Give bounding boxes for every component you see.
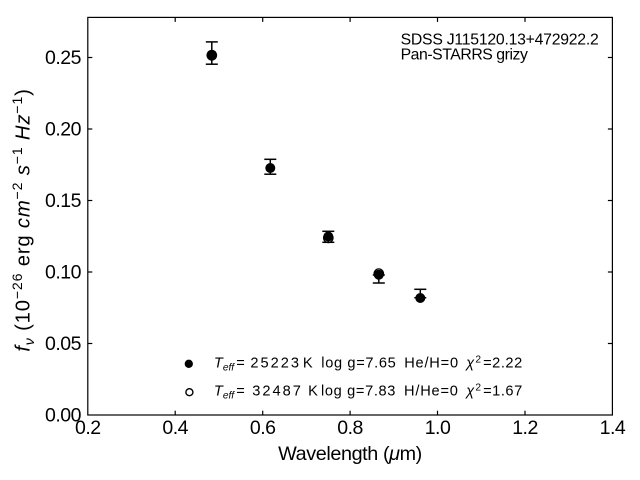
svg-text:1.0: 1.0 <box>425 417 451 439</box>
svg-text:1.2: 1.2 <box>512 417 538 439</box>
svg-text:SDSS J115120.13+472922.2: SDSS J115120.13+472922.2 <box>401 31 599 48</box>
svg-text:0.00: 0.00 <box>45 405 82 427</box>
svg-text:0.05: 0.05 <box>45 333 82 355</box>
svg-text:0.25: 0.25 <box>45 47 82 69</box>
svg-text:0.4: 0.4 <box>162 417 188 439</box>
svg-text:0.20: 0.20 <box>45 119 82 141</box>
svg-text:0.6: 0.6 <box>250 417 276 439</box>
svg-text:fν (10−26 erg cm−2 s−1 Hz−1): fν (10−26 erg cm−2 s−1 Hz−1) <box>10 88 38 351</box>
svg-text:0.8: 0.8 <box>337 417 363 439</box>
svg-text:0.10: 0.10 <box>45 262 82 284</box>
svg-text:Pan-STARRS grizy: Pan-STARRS grizy <box>401 46 528 63</box>
svg-text:0.15: 0.15 <box>45 190 82 212</box>
svg-text:1.4: 1.4 <box>600 417 626 439</box>
svg-text:Wavelength (μm): Wavelength (μm) <box>278 443 422 465</box>
svg-text:0.2: 0.2 <box>75 417 101 439</box>
